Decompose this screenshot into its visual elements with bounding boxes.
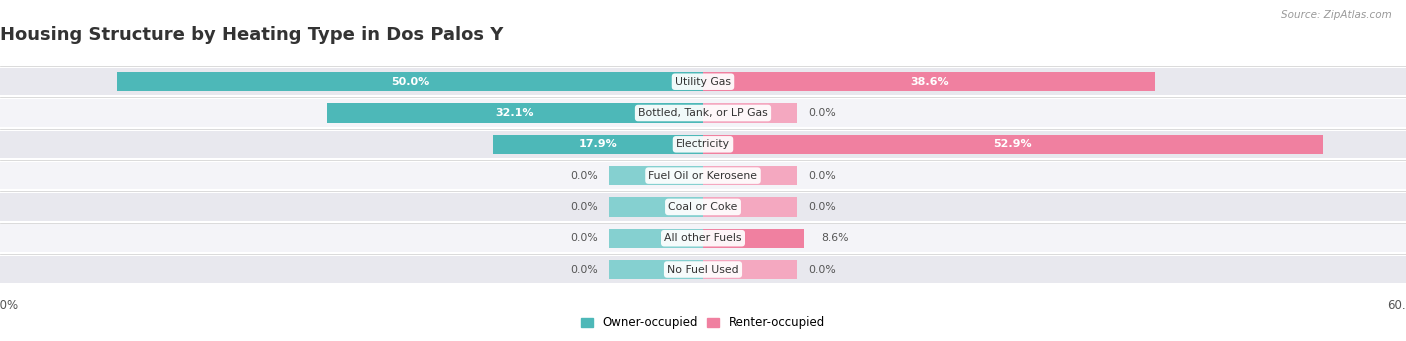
Text: Electricity: Electricity [676, 139, 730, 149]
Bar [326, 103, 703, 123]
Text: Utility Gas: Utility Gas [675, 77, 731, 87]
Text: No Fuel Used: No Fuel Used [668, 265, 738, 275]
Text: 17.9%: 17.9% [579, 139, 617, 149]
Text: 52.9%: 52.9% [994, 139, 1032, 149]
Bar [0, 224, 1406, 252]
Legend: Owner-occupied, Renter-occupied: Owner-occupied, Renter-occupied [576, 312, 830, 334]
Text: All other Fuels: All other Fuels [664, 233, 742, 243]
Text: 0.0%: 0.0% [808, 202, 837, 212]
Text: 50.0%: 50.0% [391, 77, 429, 87]
Bar [703, 228, 804, 248]
Text: 0.0%: 0.0% [569, 170, 598, 181]
Text: 0.0%: 0.0% [569, 202, 598, 212]
Text: 38.6%: 38.6% [910, 77, 949, 87]
Text: Coal or Coke: Coal or Coke [668, 202, 738, 212]
Bar [703, 135, 1323, 154]
Text: 0.0%: 0.0% [808, 265, 837, 275]
Bar [494, 135, 703, 154]
Bar [0, 162, 1406, 189]
Bar [609, 228, 703, 248]
Text: Housing Structure by Heating Type in Dos Palos Y: Housing Structure by Heating Type in Dos… [0, 26, 503, 44]
Text: 0.0%: 0.0% [569, 265, 598, 275]
Bar [703, 103, 797, 123]
Bar [703, 197, 797, 217]
Bar [0, 131, 1406, 158]
Text: Source: ZipAtlas.com: Source: ZipAtlas.com [1281, 10, 1392, 20]
Bar [0, 99, 1406, 127]
Text: 32.1%: 32.1% [496, 108, 534, 118]
Bar [0, 256, 1406, 283]
Bar [703, 72, 1156, 91]
Bar [0, 193, 1406, 221]
Bar [703, 166, 797, 185]
Text: 0.0%: 0.0% [808, 108, 837, 118]
Bar [609, 197, 703, 217]
Bar [0, 68, 1406, 95]
Text: 8.6%: 8.6% [821, 233, 849, 243]
Bar [609, 260, 703, 279]
Text: Fuel Oil or Kerosene: Fuel Oil or Kerosene [648, 170, 758, 181]
Text: Bottled, Tank, or LP Gas: Bottled, Tank, or LP Gas [638, 108, 768, 118]
Text: 0.0%: 0.0% [569, 233, 598, 243]
Bar [703, 260, 797, 279]
Text: 0.0%: 0.0% [808, 170, 837, 181]
Bar [609, 166, 703, 185]
Bar [117, 72, 703, 91]
